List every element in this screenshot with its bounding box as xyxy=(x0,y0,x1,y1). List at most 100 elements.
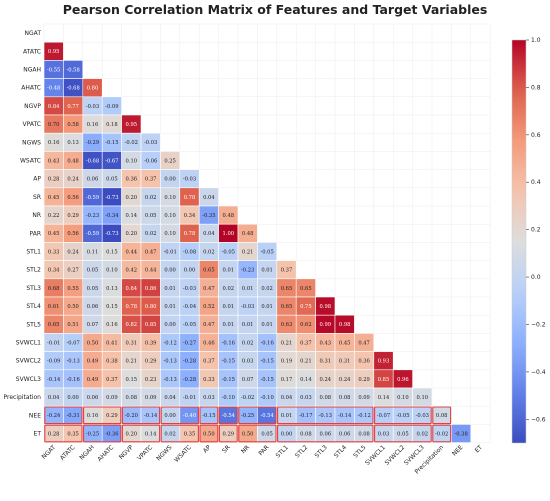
cell-value-label: 0.14 xyxy=(300,377,312,383)
cell-value-label: 0.21 xyxy=(300,359,312,365)
cell-value-label: 0.05 xyxy=(87,286,99,292)
cell-value-label: 0.37 xyxy=(300,340,312,346)
cell-value-label: 0.78 xyxy=(184,231,196,237)
cell-value-label: 0.49 xyxy=(87,359,99,365)
cell-value-label: -0.15 xyxy=(260,359,273,365)
cell-value-label: -0.05 xyxy=(183,322,196,328)
cell-value-label: 0.20 xyxy=(126,195,138,201)
highlight-box xyxy=(374,424,432,443)
y-tick-label: NGWS xyxy=(22,139,41,146)
cell-value-label: -0.54 xyxy=(222,413,236,419)
cell-value-label: 0.48 xyxy=(67,158,79,164)
cell-value-label: 0.02 xyxy=(223,286,235,292)
cell-value-label: 0.03 xyxy=(203,395,215,401)
cell-value-label: -0.09 xyxy=(47,359,60,365)
cell-value-label: 0.03 xyxy=(242,359,254,365)
cell-value-label: 0.44 xyxy=(126,249,138,255)
cell-value-label: 0.16 xyxy=(87,413,99,419)
cell-value-label: -0.03 xyxy=(144,140,157,146)
cell-value-label: 0.31 xyxy=(126,340,138,346)
cell-value-label: 0.62 xyxy=(300,322,312,328)
cell-value-label: 0.08 xyxy=(126,395,138,401)
cell-value-label: 0.09 xyxy=(145,395,157,401)
cell-value-label: 0.16 xyxy=(87,122,99,128)
cell-value-label: -0.04 xyxy=(183,304,197,310)
cell-value-label: -0.10 xyxy=(222,395,235,401)
highlight-box xyxy=(238,424,277,443)
cell-value-label: 0.33 xyxy=(48,249,60,255)
cell-value-label: 0.31 xyxy=(320,359,332,365)
cell-value-label: 0.65 xyxy=(48,322,60,328)
cell-value-label: 0.96 xyxy=(397,377,409,383)
cell-value-label: 0.08 xyxy=(320,395,332,401)
cell-value-label: 0.37 xyxy=(281,268,293,274)
cell-value-label: 0.33 xyxy=(203,377,215,383)
cell-value-label: -0.03 xyxy=(183,177,196,183)
cell-value-label: 0.95 xyxy=(48,49,60,55)
cell-value-label: -0.23 xyxy=(86,213,99,219)
x-tick-label: AHATC xyxy=(96,444,115,463)
y-tick-label: AHATC xyxy=(21,85,41,92)
cell-value-label: -0.28 xyxy=(183,377,196,383)
colorbar-tick-label: 1.0 xyxy=(531,37,541,44)
cell-value-label: 0.16 xyxy=(48,140,60,146)
colorbar-tick-label: 0.8 xyxy=(531,84,541,91)
y-tick-label: NGAT xyxy=(25,30,42,37)
cell-value-label: 0.05 xyxy=(145,213,157,219)
cell-value-label: 0.45 xyxy=(48,231,60,237)
y-tick-label: AP xyxy=(33,176,41,183)
x-tick-label: STL3 xyxy=(313,444,328,459)
cell-value-label: 0.42 xyxy=(126,268,138,274)
cell-value-label: 0.07 xyxy=(242,377,254,383)
cell-value-label: 0.01 xyxy=(223,304,235,310)
x-tick-label: STL1 xyxy=(275,444,290,459)
cell-value-label: 0.50 xyxy=(87,340,99,346)
highlight-box xyxy=(432,406,452,425)
y-tick-label: NGAH xyxy=(23,67,41,74)
cell-value-label: -0.14 xyxy=(144,413,158,419)
x-tick-label: NR xyxy=(240,444,251,455)
cell-value-label: -0.40 xyxy=(183,413,196,419)
cell-value-label: 0.14 xyxy=(378,395,390,401)
cell-value-label: 0.50 xyxy=(67,304,79,310)
colorbar-tick-label: 0.2 xyxy=(531,227,541,234)
cell-value-label: -0.14 xyxy=(47,377,61,383)
cell-value-label: 0.24 xyxy=(320,377,332,383)
cell-value-label: -0.68 xyxy=(86,158,99,164)
cell-value-label: 0.65 xyxy=(281,304,293,310)
cell-value-label: -0.01 xyxy=(47,340,60,346)
cell-value-label: 0.00 xyxy=(281,431,293,437)
cell-value-label: 0.63 xyxy=(281,322,293,328)
cell-value-label: -0.05 xyxy=(222,249,235,255)
cell-value-label: -0.29 xyxy=(86,140,99,146)
cell-value-label: 0.37 xyxy=(106,377,118,383)
cell-value-label: -0.02 xyxy=(125,140,138,146)
cell-value-label: 0.85 xyxy=(145,322,157,328)
highlight-box xyxy=(121,406,161,425)
colorbar-tick-label: 0.6 xyxy=(531,132,541,139)
cell-value-label: 0.03 xyxy=(300,395,312,401)
cell-value-label: 0.10 xyxy=(106,268,118,274)
cell-value-label: 0.02 xyxy=(164,431,176,437)
cell-value-label: -0.67 xyxy=(105,158,118,164)
highlight-box xyxy=(83,424,122,443)
cell-value-label: -0.03 xyxy=(241,304,254,310)
cell-value-label: 0.47 xyxy=(203,286,215,292)
cell-value-label: 0.04 xyxy=(281,395,293,401)
highlight-box xyxy=(160,424,199,443)
cell-value-label: 0.09 xyxy=(358,395,370,401)
cell-value-label: -0.16 xyxy=(260,340,273,346)
highlight-boxes xyxy=(44,406,452,443)
cell-value-label: 0.06 xyxy=(87,304,99,310)
cell-value-label: 0.01 xyxy=(164,304,176,310)
cell-value-label: 0.24 xyxy=(67,249,79,255)
cell-value-label: 0.36 xyxy=(358,359,370,365)
cell-value-label: -0.15 xyxy=(260,377,273,383)
cell-value-label: -0.59 xyxy=(86,231,99,237)
cell-value-label: 0.84 xyxy=(48,104,60,110)
cell-value-label: -0.59 xyxy=(86,195,99,201)
x-tick-label: PAR xyxy=(257,444,270,457)
y-tick-label: PAR xyxy=(29,230,41,237)
cell-value-label: 0.05 xyxy=(397,431,409,437)
cell-value-label: 0.02 xyxy=(145,195,157,201)
